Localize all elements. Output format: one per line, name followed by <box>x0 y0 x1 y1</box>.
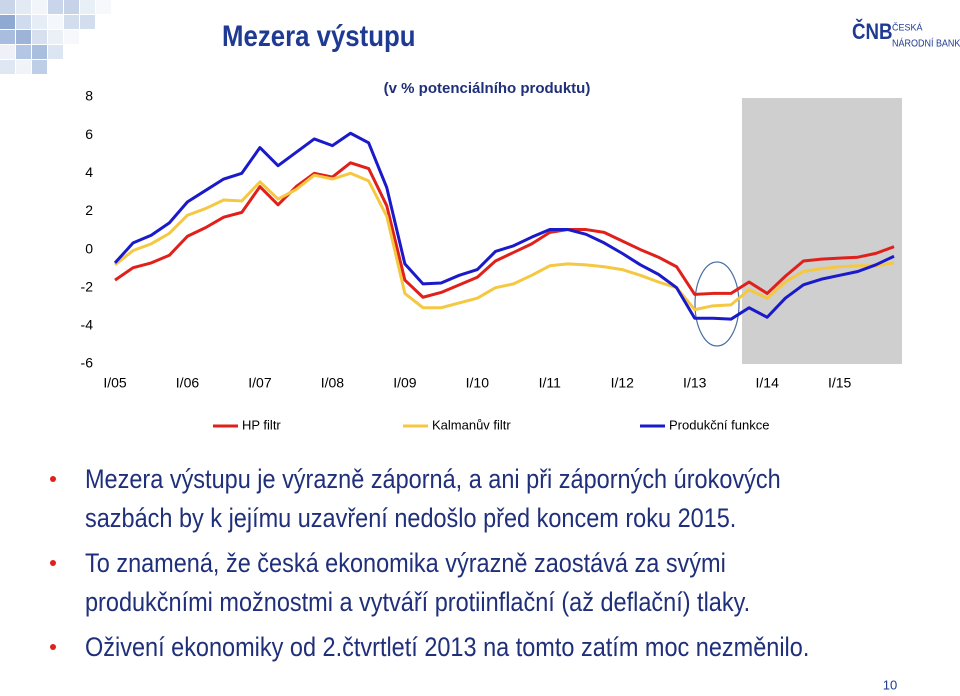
bullet-text: Oživení ekonomiky od 2.čtvrtletí 2013 na… <box>85 633 809 663</box>
x-tick-label: I/13 <box>683 375 707 391</box>
tile <box>48 30 63 44</box>
x-tick-label: I/07 <box>248 375 272 391</box>
logo-text: NÁRODNÍ BANKA <box>892 38 960 50</box>
y-tick-label: -2 <box>81 278 94 294</box>
tile <box>32 30 47 44</box>
bullet-dot <box>50 644 56 650</box>
tile <box>0 0 15 14</box>
bullet-text: Mezera výstupu je výrazně záporná, a ani… <box>85 465 781 495</box>
bullet-dot <box>50 560 56 566</box>
chart-subtitle: (v % potenciálního produktu) <box>384 80 591 97</box>
y-tick-label: -4 <box>81 317 94 333</box>
page-number: 10 <box>883 677 897 692</box>
series-line <box>114 171 895 312</box>
decoration <box>0 0 111 74</box>
y-tick-label: -6 <box>81 355 94 371</box>
x-tick-label: I/15 <box>828 375 852 391</box>
tile <box>16 30 31 44</box>
tile <box>48 0 63 14</box>
tile <box>0 60 15 74</box>
legend-label: Kalmanův filtr <box>432 417 511 432</box>
x-tick-label: I/11 <box>539 375 562 391</box>
x-tick-label: I/05 <box>103 375 127 391</box>
x-tick-label: I/12 <box>611 375 635 391</box>
tile <box>16 0 31 14</box>
x-tick-label: I/14 <box>756 375 780 391</box>
logo-text: ČESKÁ <box>892 22 923 32</box>
x-tick-label: I/06 <box>176 375 200 391</box>
tile <box>0 45 15 59</box>
x-tick-label: I/09 <box>393 375 417 391</box>
tile <box>48 15 63 29</box>
tile <box>32 60 47 74</box>
forecast-area <box>742 98 902 364</box>
tile <box>16 45 31 59</box>
tile <box>48 45 63 59</box>
tile <box>64 15 79 29</box>
tile <box>0 15 15 29</box>
highlight-ellipse <box>694 261 740 347</box>
logo-mark: ČNB <box>852 18 893 44</box>
slide-title: Mezera výstupu <box>222 19 416 52</box>
tile <box>16 15 31 29</box>
tile <box>32 0 47 14</box>
tile <box>64 0 79 14</box>
x-tick-label: I/10 <box>466 375 490 391</box>
legend-label: HP filtr <box>242 417 281 432</box>
y-tick-label: 0 <box>85 240 93 256</box>
series-line <box>113 131 895 321</box>
bullet-text: produkčními možnostmi a vytváří protiinf… <box>85 588 750 618</box>
tile <box>16 60 31 74</box>
series-line <box>114 161 895 299</box>
legend-label: Produkční funkce <box>669 417 769 432</box>
tile <box>80 15 95 29</box>
y-tick-label: 2 <box>85 202 93 218</box>
x-tick-label: I/08 <box>321 375 345 391</box>
y-tick-label: 8 <box>85 88 93 104</box>
tile <box>32 45 47 59</box>
bullet-dot <box>50 476 56 482</box>
tile <box>0 30 15 44</box>
tile <box>80 0 95 14</box>
y-tick-label: 6 <box>85 126 93 142</box>
tile <box>64 30 79 44</box>
bullet-text: sazbách by k jejímu uzavření nedošlo pře… <box>85 504 736 534</box>
tile <box>96 0 111 14</box>
y-tick-label: 4 <box>85 164 93 180</box>
tile <box>32 15 47 29</box>
bullet-text: To znamená, že česká ekonomika výrazně z… <box>85 549 726 579</box>
